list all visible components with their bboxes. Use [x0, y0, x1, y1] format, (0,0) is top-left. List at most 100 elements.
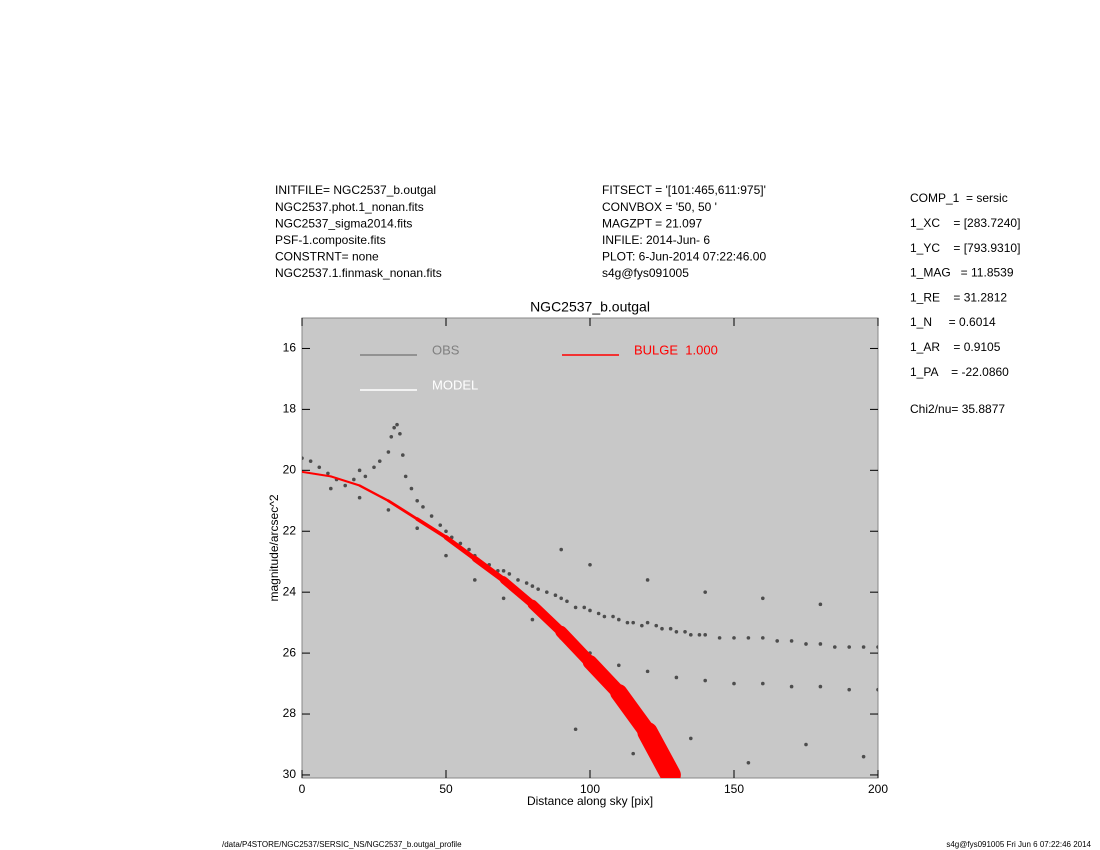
obs-point [343, 483, 348, 488]
obs-point [530, 617, 535, 622]
obs-point [398, 431, 402, 436]
obs-point [596, 611, 601, 616]
bulge-band [302, 470, 332, 478]
bulge-band [443, 534, 478, 562]
obs-point [352, 477, 356, 482]
bulge-band [415, 517, 448, 540]
obs-point [611, 614, 615, 619]
obs-point [582, 605, 587, 610]
bulge-band [329, 475, 361, 487]
obs-point [386, 450, 391, 454]
obs-point [617, 617, 621, 622]
header-left-line: NGC2537_sigma2014.fits [275, 216, 412, 230]
obs-point [818, 642, 823, 646]
obs-point [602, 614, 607, 619]
obs-point [697, 633, 702, 637]
obs-point [703, 678, 707, 683]
y-tick-label: 28 [283, 706, 297, 720]
obs-point [789, 684, 794, 689]
obs-point [444, 553, 448, 558]
obs-point [573, 605, 578, 610]
obs-point [392, 425, 396, 430]
obs-point [421, 505, 425, 509]
obs-point [444, 529, 448, 534]
y-tick-label: 30 [283, 767, 297, 781]
fit-parameter: 1_PA = -22.0860 [910, 365, 1009, 379]
obs-point [588, 562, 592, 567]
fit-parameter: 1_XC = [283.7240] [910, 216, 1020, 230]
legend-label: MODEL [432, 377, 478, 392]
header-mid-line: INFILE: 2014-Jun- 6 [602, 233, 710, 247]
obs-point [761, 636, 765, 640]
obs-point [775, 639, 779, 643]
obs-point [804, 642, 808, 646]
bulge-band [637, 722, 681, 778]
obs-point [357, 495, 362, 500]
fit-parameter: 1_YC = [793.9310] [910, 241, 1020, 255]
y-tick-label: 24 [283, 584, 297, 598]
chart-title: NGC2537_b.outgal [530, 299, 650, 315]
fit-parameter: 1_N = 0.6014 [910, 315, 996, 329]
fit-parameter: 1_RE = 31.2812 [910, 290, 1007, 304]
obs-point [403, 474, 408, 479]
footer-left: /data/P4STORE/NGC2537/SERSIC_NS/NGC2537_… [222, 840, 462, 849]
fit-parameter: 1_AR = 0.9105 [910, 340, 1001, 354]
legend-label: BULGE 1.000 [634, 342, 718, 357]
bulge-band [471, 555, 507, 583]
header-mid-line: s4g@fys091005 [602, 266, 689, 280]
obs-point [689, 736, 693, 741]
obs-point [804, 742, 808, 747]
obs-point [559, 547, 563, 552]
obs-point [326, 471, 330, 476]
obs-point [876, 645, 878, 649]
obs-point [761, 596, 765, 601]
y-tick-label: 20 [283, 462, 297, 476]
obs-point [524, 581, 529, 585]
obs-point [559, 596, 563, 601]
obs-point [372, 465, 376, 470]
x-tick-label: 150 [724, 782, 744, 796]
obs-point [329, 486, 333, 491]
obs-point [415, 526, 420, 530]
header-left-line: PSF-1.composite.fits [275, 233, 386, 247]
obs-point [660, 626, 664, 631]
bulge-band [527, 599, 566, 637]
obs-point [732, 636, 736, 640]
fit-parameter: COMP_1 = sersic [910, 191, 1008, 205]
obs-point [746, 636, 751, 640]
obs-point [654, 623, 659, 628]
chi2: Chi2/nu= 35.8877 [910, 402, 1005, 416]
obs-point [818, 602, 823, 607]
obs-point [308, 459, 313, 463]
x-tick-label: 0 [299, 782, 306, 796]
obs-point [876, 687, 878, 692]
header-left-line: CONSTRNT= none [275, 250, 379, 264]
header-left-line: NGC2537.phot.1_nonan.fits [275, 200, 424, 214]
obs-point [429, 514, 434, 518]
obs-point [473, 578, 477, 582]
obs-point [302, 456, 304, 460]
obs-point [389, 435, 394, 439]
plot-area [301, 317, 879, 779]
y-axis-label: magnitude/arcsec^2 [267, 494, 281, 601]
obs-point [357, 468, 362, 473]
obs-point [861, 754, 866, 759]
obs-point [645, 620, 650, 625]
obs-point [833, 645, 837, 649]
obs-point [640, 623, 644, 628]
obs-point [467, 547, 471, 552]
obs-point [703, 633, 707, 637]
obs-point [553, 593, 558, 598]
obs-point [573, 727, 578, 732]
obs-point [386, 508, 391, 512]
obs-point [818, 684, 823, 689]
obs-point [438, 523, 443, 527]
header-left-line: NGC2537.1.finmask_nonan.fits [275, 266, 442, 280]
obs-point [717, 636, 722, 640]
obs-point [530, 584, 535, 588]
x-tick-label: 50 [439, 782, 453, 796]
y-tick-label: 16 [283, 341, 297, 355]
header-mid-line: MAGZPT = 21.097 [602, 216, 702, 230]
obs-point [363, 474, 368, 479]
obs-point [689, 633, 693, 637]
